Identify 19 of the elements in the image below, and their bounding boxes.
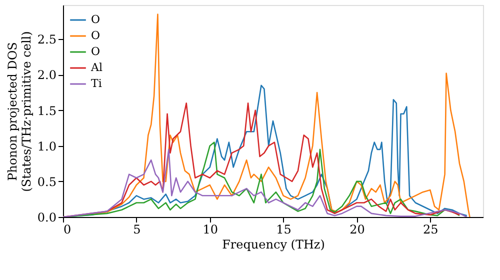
legend-label: O [91, 45, 100, 58]
y-tick-label: 1.5 [37, 104, 56, 118]
x-tick-label: 20 [350, 222, 365, 236]
y-tick-label: 0.0 [37, 210, 56, 224]
legend-label: Al [90, 61, 103, 74]
x-tick-label: 0 [64, 222, 72, 236]
legend-label: O [91, 13, 100, 26]
legend-label: O [91, 29, 100, 42]
y-tick-label: 0.5 [37, 174, 56, 189]
x-tick-label: 5 [133, 222, 141, 236]
legend-label: Ti [91, 77, 102, 90]
x-axis-title: Frequency (THz) [222, 238, 325, 252]
y-tick-label: 2.0 [37, 68, 56, 82]
x-tick-label: 15 [276, 222, 292, 236]
y-axis-title: Phonon projected DOS (States/THz·primitive cell) [5, 31, 34, 192]
x-tick-label: 10 [202, 222, 218, 236]
y-tick-label: 2.5 [37, 32, 56, 47]
y-tick-label: 1.0 [37, 139, 56, 154]
x-tick-label: 25 [422, 222, 438, 236]
